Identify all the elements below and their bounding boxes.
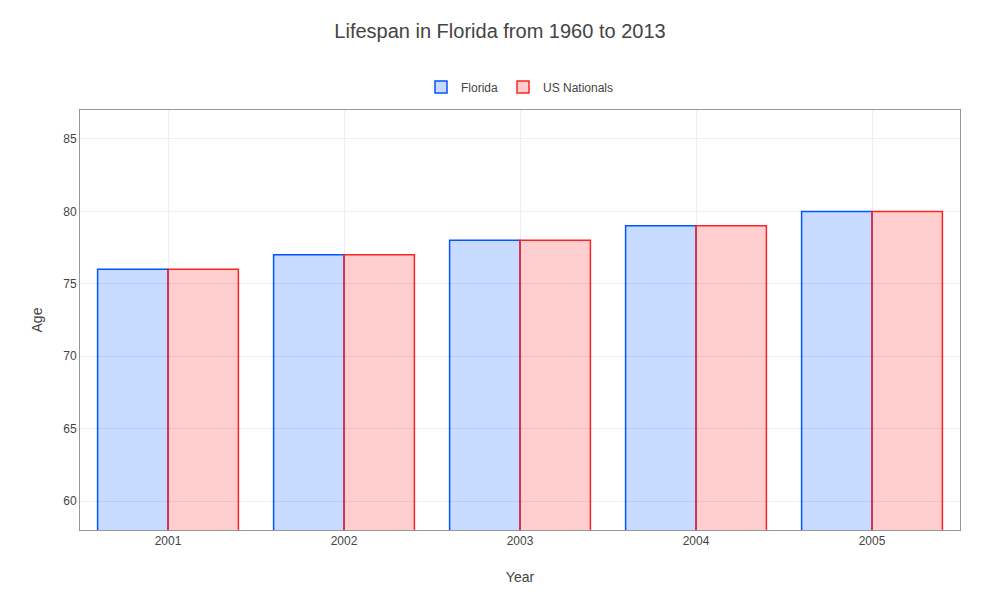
svg-text:2003: 2003 [507,534,534,548]
svg-text:80: 80 [63,205,77,219]
svg-text:Year: Year [506,569,535,585]
svg-text:2004: 2004 [683,534,710,548]
svg-text:70: 70 [63,349,77,363]
svg-text:Age: Age [29,307,45,332]
svg-text:85: 85 [63,132,77,146]
svg-text:2001: 2001 [155,534,182,548]
svg-text:2002: 2002 [331,534,358,548]
svg-text:75: 75 [63,277,77,291]
svg-text:Lifespan in Florida from 1960: Lifespan in Florida from 1960 to 2013 [334,20,665,42]
svg-text:60: 60 [63,494,77,508]
svg-text:65: 65 [63,422,77,436]
svg-text:2005: 2005 [859,534,886,548]
svg-text:Florida: Florida [461,81,498,95]
svg-text:US Nationals: US Nationals [543,81,613,95]
